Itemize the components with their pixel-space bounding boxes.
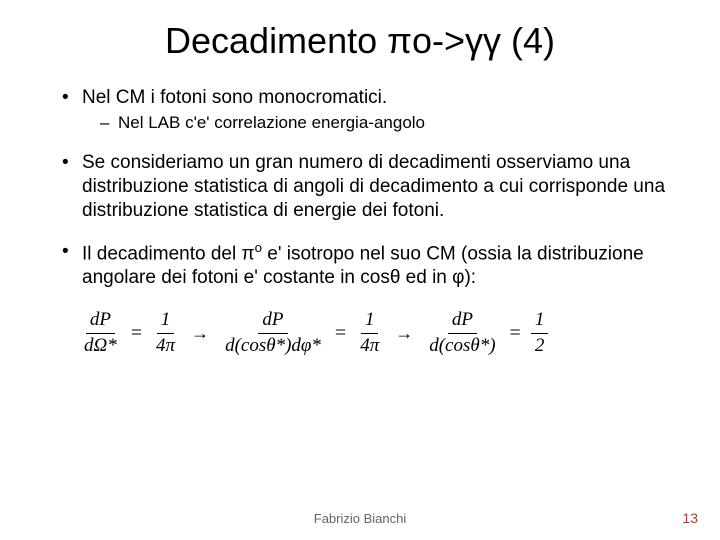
frac-3-den-c: dφ* (291, 335, 321, 356)
page-number: 13 (682, 510, 698, 526)
bullet-list: Nel CM i fotoni sono monocromatici. Nel … (50, 86, 670, 290)
frac-5-den: d(cosθ*) (425, 334, 499, 357)
equation: dP dΩ* = 1 4π → dP d(cosθ*)dφ* = 1 4π → … (80, 310, 670, 357)
frac-1-num: dP (86, 310, 115, 334)
bullet-3-text-a: Il decadimento del π (82, 244, 255, 265)
frac-5-den-b: cosθ* (445, 335, 489, 356)
frac-4-num: 1 (361, 310, 379, 334)
frac-3: dP d(cosθ*)dφ* (221, 310, 325, 357)
frac-6: 1 2 (531, 310, 549, 357)
equals-3: = (506, 322, 525, 345)
bullet-3: Il decadimento del πo e' isotropo nel su… (62, 240, 670, 290)
frac-3-num: dP (258, 310, 287, 334)
slide-title: Decadimento πo->γγ (4) (50, 20, 670, 62)
frac-1-den: dΩ* (80, 334, 121, 357)
equals-1: = (127, 322, 146, 345)
frac-6-num: 1 (531, 310, 549, 334)
frac-4-den: 4π (356, 334, 383, 357)
frac-2-den: 4π (152, 334, 179, 357)
bullet-1-text: Nel CM i fotoni sono monocromatici. (82, 87, 387, 108)
footer-author: Fabrizio Bianchi (0, 511, 720, 526)
arrow-1: → (185, 323, 215, 344)
arrow-2: → (389, 323, 419, 344)
frac-3-den-b: cosθ* (241, 335, 285, 356)
frac-6-den: 2 (531, 334, 549, 357)
frac-4: 1 4π (356, 310, 383, 357)
frac-5-num: dP (448, 310, 477, 334)
frac-3-den: d(cosθ*)dφ* (221, 334, 325, 357)
pi-superscript: o (255, 240, 262, 255)
frac-3-den-a: d (225, 335, 235, 356)
frac-5: dP d(cosθ*) (425, 310, 499, 357)
frac-2-num: 1 (157, 310, 175, 334)
bullet-2: Se consideriamo un gran numero di decadi… (62, 151, 670, 222)
bullet-1: Nel CM i fotoni sono monocromatici. Nel … (62, 86, 670, 133)
slide-container: Decadimento πo->γγ (4) Nel CM i fotoni s… (0, 0, 720, 357)
equals-2: = (331, 322, 350, 345)
frac-5-den-a: d (429, 335, 439, 356)
frac-2: 1 4π (152, 310, 179, 357)
sub-bullet-list: Nel LAB c'e' correlazione energia-angolo (82, 112, 670, 133)
sub-bullet-1: Nel LAB c'e' correlazione energia-angolo (100, 112, 670, 133)
frac-1: dP dΩ* (80, 310, 121, 357)
